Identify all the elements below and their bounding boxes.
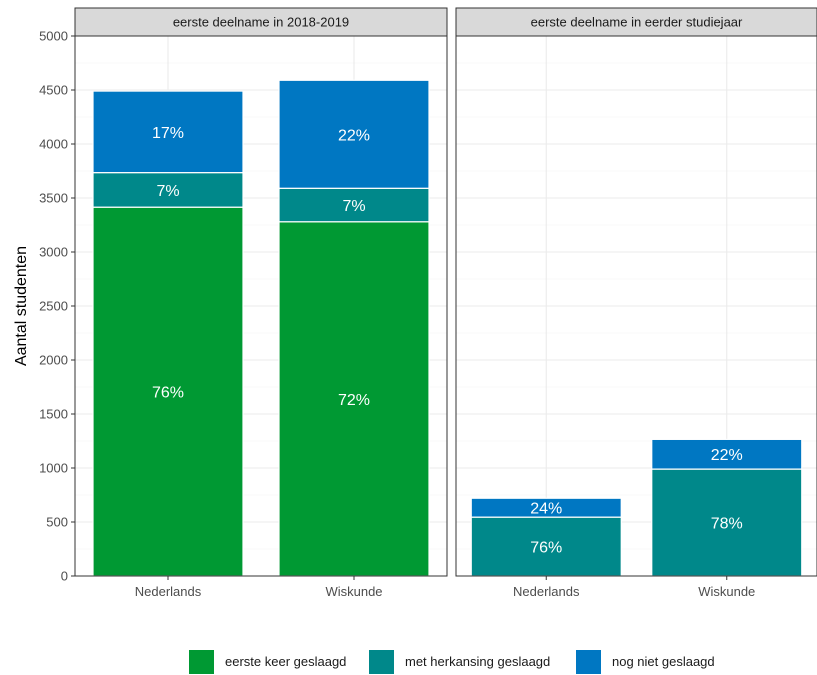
x-tick-label: Wiskunde (698, 584, 755, 599)
bar-segment-label: 17% (152, 125, 184, 142)
panels: eerste deelname in 2018-201976%7%17%72%7… (74, 7, 817, 599)
legend-label: met herkansing geslaagd (405, 654, 550, 669)
panel-1: eerste deelname in 2018-201976%7%17%72%7… (74, 7, 448, 599)
panel-title: eerste deelname in 2018-2019 (173, 15, 349, 30)
legend-item: met herkansing geslaagd (369, 650, 550, 674)
x-tick-label: Wiskunde (325, 584, 382, 599)
bar-segment-label: 7% (342, 198, 365, 215)
legend-swatch (576, 650, 601, 674)
legend-item: nog niet geslaagd (576, 650, 715, 674)
legend-item: eerste keer geslaagd (189, 650, 346, 674)
legend-label: eerste keer geslaagd (225, 654, 346, 669)
y-tick-label: 3500 (39, 191, 68, 206)
y-tick-label: 5000 (39, 29, 68, 44)
bar-nederlands: 76% 24% (470, 497, 622, 577)
y-axis-title: Aantal studenten (13, 246, 30, 366)
y-tick-label: 0 (61, 569, 68, 584)
y-tick-label: 2000 (39, 353, 68, 368)
bar-segment-label: 22% (711, 447, 743, 464)
y-tick-label: 4000 (39, 137, 68, 152)
legend-swatch (189, 650, 214, 674)
y-tick-label: 1000 (39, 461, 68, 476)
y-tick-label: 1500 (39, 407, 68, 422)
y-tick-label: 4500 (39, 83, 68, 98)
bar-segment (651, 438, 803, 470)
legend: eerste keer geslaagd met herkansing gesla… (189, 650, 715, 674)
y-axis: 0 500 1000 1500 2000 2500 3000 3500 4000 4500 5000 (39, 29, 75, 584)
x-tick-label: Nederlands (135, 584, 202, 599)
y-tick-label: 500 (46, 515, 68, 530)
bar-segment (92, 90, 244, 174)
bar-segment (651, 468, 803, 577)
bar-wiskunde: 72% 7% 22% (278, 79, 430, 577)
bar-segment-label: 7% (156, 183, 179, 200)
bar-wiskunde: 78% 22% (651, 438, 803, 577)
panel-2: eerste deelname in eerder studiejaar 76% 2… (455, 7, 817, 599)
legend-label: nog niet geslaagd (612, 654, 715, 669)
bar-segment-label: 72% (338, 392, 370, 409)
bar-nederlands: 76% 7% 17% (92, 90, 244, 577)
bar-segment (278, 221, 430, 577)
panel-title: eerste deelname in eerder studiejaar (531, 15, 743, 30)
bar-segment (92, 172, 244, 208)
bar-segment (470, 497, 622, 518)
bar-segment-label: 22% (338, 127, 370, 144)
panel-strip (74, 7, 448, 37)
bar-segment (92, 206, 244, 577)
bar-segment-label: 24% (530, 501, 562, 518)
panel-strip (455, 7, 817, 37)
x-tick-label: Nederlands (513, 584, 580, 599)
y-tick-label: 2500 (39, 299, 68, 314)
panel-border (455, 35, 817, 577)
bar-segment-label: 76% (530, 540, 562, 557)
y-tick-label: 3000 (39, 245, 68, 260)
bar-segment-label: 76% (152, 385, 184, 402)
bar-segment-label: 78% (711, 516, 743, 533)
legend-swatch (369, 650, 394, 674)
bar-segment (278, 79, 430, 189)
bar-segment (278, 187, 430, 223)
